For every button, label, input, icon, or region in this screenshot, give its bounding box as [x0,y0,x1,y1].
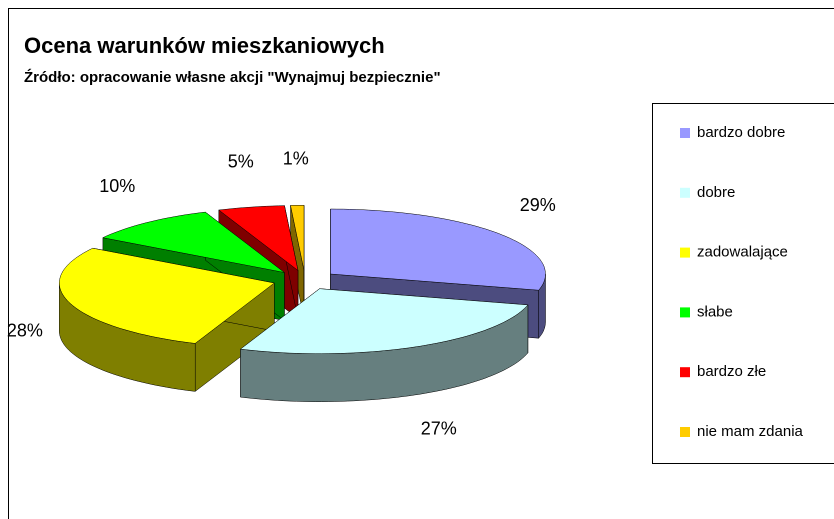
slice [290,205,305,271]
legend-label: zadowalające [697,244,788,261]
legend-label: nie mam zdania [697,423,804,440]
chart-title: Ocena warunków mieszkaniowych [24,33,385,58]
value-label: 10% [99,176,135,196]
slice [330,208,546,291]
legend-box [652,103,834,464]
value-label: 29% [520,195,556,215]
legend-swatch [680,247,690,258]
slice [59,247,275,344]
value-label: 5% [228,151,254,171]
legend-label: bardzo złe [697,363,766,380]
slice [239,288,529,354]
value-label: 1% [283,149,309,169]
legend-label: dobre [697,184,735,201]
chart-subtitle: Źródło: opracowanie własne akcji "Wynajm… [24,69,441,86]
legend-label: bardzo dobre [697,124,785,141]
legend-swatch [680,427,690,437]
slice [218,205,299,272]
legend-swatch [680,307,690,318]
legend-label: słabe [697,303,733,320]
value-label: 28% [7,321,43,341]
legend-swatch [680,187,690,198]
legend-swatch [680,367,690,378]
slice [102,211,285,273]
legend-swatch [680,128,690,138]
value-label: 27% [421,419,457,439]
